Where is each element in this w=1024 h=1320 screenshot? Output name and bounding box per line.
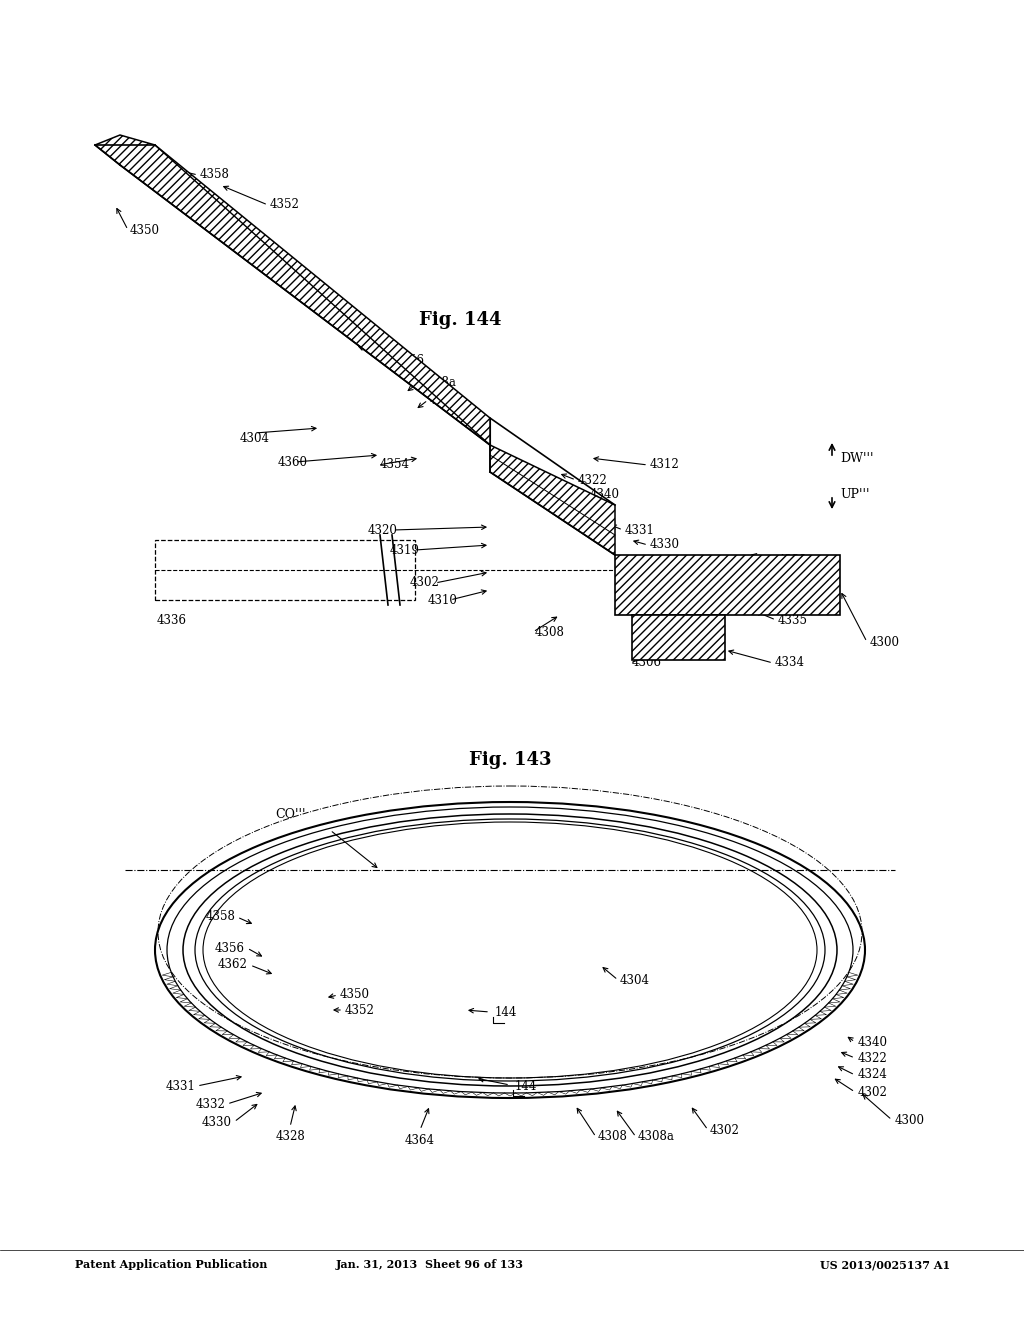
Text: US 2013/0025137 A1: US 2013/0025137 A1: [820, 1259, 950, 1270]
Text: 4306: 4306: [632, 656, 662, 669]
Text: 4356: 4356: [395, 354, 425, 367]
Text: 4340: 4340: [590, 488, 620, 502]
Text: DW''': DW''': [840, 451, 873, 465]
Polygon shape: [615, 554, 840, 615]
Text: 4360: 4360: [278, 455, 308, 469]
Text: 4310: 4310: [428, 594, 458, 606]
Text: 4308a: 4308a: [420, 376, 457, 389]
Text: 4328: 4328: [275, 1130, 305, 1143]
Text: 4300: 4300: [895, 1114, 925, 1126]
Text: Fig. 144: Fig. 144: [419, 312, 502, 329]
Text: 144: 144: [495, 1006, 517, 1019]
Text: 4352: 4352: [270, 198, 300, 211]
Text: 4304: 4304: [240, 432, 270, 445]
Text: 4354: 4354: [380, 458, 410, 471]
Text: 4308: 4308: [430, 393, 460, 407]
Text: 4358: 4358: [205, 911, 234, 924]
Text: UP''': UP''': [840, 488, 869, 502]
Text: 4332: 4332: [196, 1097, 225, 1110]
Text: 4304: 4304: [620, 974, 650, 986]
Text: 4336: 4336: [778, 598, 808, 611]
Text: 4340: 4340: [858, 1035, 888, 1048]
Text: 4334: 4334: [775, 656, 805, 669]
Text: 4350: 4350: [130, 223, 160, 236]
Polygon shape: [632, 615, 725, 660]
Text: 4331: 4331: [625, 524, 655, 536]
Text: 4308: 4308: [598, 1130, 628, 1143]
Text: 4362: 4362: [778, 569, 808, 582]
Text: 4302: 4302: [410, 577, 440, 590]
Text: 4322: 4322: [578, 474, 608, 487]
Text: 4331: 4331: [165, 1080, 195, 1093]
Text: Patent Application Publication: Patent Application Publication: [75, 1259, 267, 1270]
Text: 4350: 4350: [340, 989, 370, 1002]
Text: 4322: 4322: [858, 1052, 888, 1064]
Text: 4332: 4332: [778, 553, 808, 566]
Text: 4302: 4302: [858, 1085, 888, 1098]
Text: 4352: 4352: [345, 1003, 375, 1016]
Text: 4302: 4302: [710, 1123, 740, 1137]
Text: 4320: 4320: [368, 524, 398, 536]
Text: CO''': CO''': [274, 808, 305, 821]
Text: 4300: 4300: [870, 635, 900, 648]
Text: 4356: 4356: [215, 941, 245, 954]
Text: 4364: 4364: [406, 1134, 435, 1147]
Text: 4319: 4319: [390, 544, 420, 557]
Text: 4335: 4335: [778, 614, 808, 627]
Text: 4324: 4324: [858, 1068, 888, 1081]
Text: 4336: 4336: [157, 614, 187, 627]
Text: 144: 144: [515, 1080, 538, 1093]
Text: Fig. 143: Fig. 143: [469, 751, 551, 770]
Text: 4324: 4324: [573, 503, 603, 516]
Polygon shape: [95, 135, 615, 554]
Text: 4362: 4362: [218, 958, 248, 972]
Text: 4308: 4308: [535, 626, 565, 639]
Text: 4358: 4358: [200, 169, 229, 181]
Text: 4330a: 4330a: [778, 583, 815, 597]
Text: 4330: 4330: [202, 1115, 232, 1129]
Text: 4312: 4312: [650, 458, 680, 471]
Text: 4330: 4330: [650, 539, 680, 552]
Text: 4308a: 4308a: [638, 1130, 675, 1143]
Text: Jan. 31, 2013  Sheet 96 of 133: Jan. 31, 2013 Sheet 96 of 133: [336, 1259, 524, 1270]
